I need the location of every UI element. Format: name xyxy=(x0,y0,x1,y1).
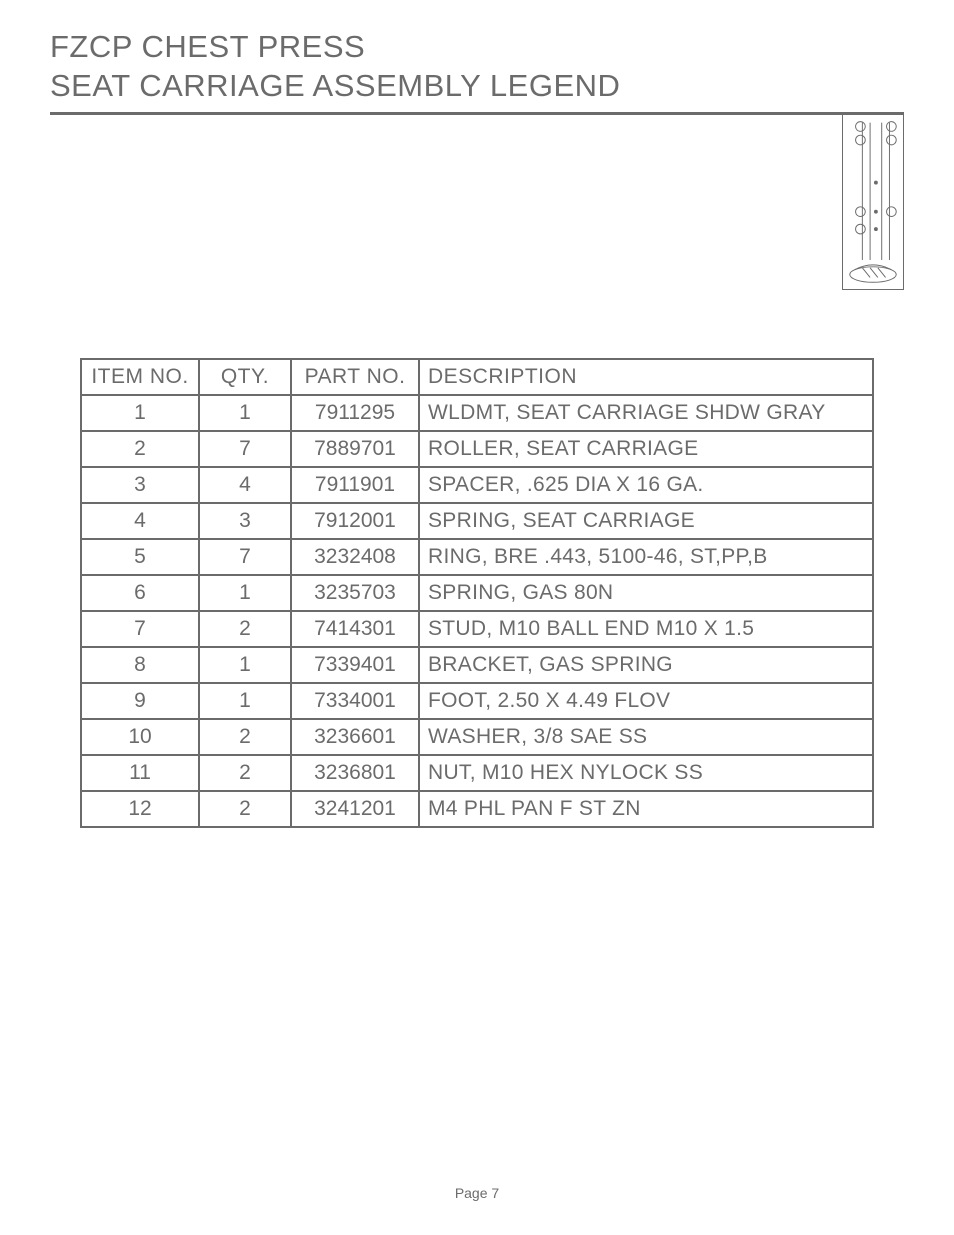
cell-part: 7911901 xyxy=(291,467,419,503)
table-row: 817339401BRACKET, GAS SPRING xyxy=(81,647,873,683)
cell-part: 3241201 xyxy=(291,791,419,827)
cell-desc: SPRING, GAS 80N xyxy=(419,575,873,611)
assembly-diagram-svg xyxy=(843,113,903,289)
cell-desc: NUT, M10 HEX NYLOCK SS xyxy=(419,755,873,791)
table-header-row: ITEM NO. QTY. PART NO. DESCRIPTION xyxy=(81,359,873,395)
cell-item: 2 xyxy=(81,431,199,467)
assembly-diagram xyxy=(842,112,904,290)
cell-qty: 7 xyxy=(199,431,291,467)
table-row: 917334001FOOT, 2.50 X 4.49 FLOV xyxy=(81,683,873,719)
cell-part: 3236801 xyxy=(291,755,419,791)
cell-desc: SPACER, .625 DIA X 16 GA. xyxy=(419,467,873,503)
table-row: 727414301STUD, M10 BALL END M10 X 1.5 xyxy=(81,611,873,647)
cell-item: 1 xyxy=(81,395,199,431)
table-row: 437912001SPRING, SEAT CARRIAGE xyxy=(81,503,873,539)
cell-part: 7334001 xyxy=(291,683,419,719)
cell-desc: RING, BRE .443, 5100-46, ST,PP,B xyxy=(419,539,873,575)
table-row: 1223241201M4 PHL PAN F ST ZN xyxy=(81,791,873,827)
cell-item: 5 xyxy=(81,539,199,575)
cell-qty: 2 xyxy=(199,755,291,791)
cell-part: 7889701 xyxy=(291,431,419,467)
table-row: 347911901SPACER, .625 DIA X 16 GA. xyxy=(81,467,873,503)
title-block: FZCP CHEST PRESS SEAT CARRIAGE ASSEMBLY … xyxy=(50,28,904,115)
cell-qty: 2 xyxy=(199,611,291,647)
cell-qty: 2 xyxy=(199,719,291,755)
col-header-part: PART NO. xyxy=(291,359,419,395)
cell-qty: 3 xyxy=(199,503,291,539)
title-line-2: SEAT CARRIAGE ASSEMBLY LEGEND xyxy=(50,67,904,106)
cell-desc: M4 PHL PAN F ST ZN xyxy=(419,791,873,827)
table-row: 1023236601WASHER, 3/8 SAE SS xyxy=(81,719,873,755)
cell-part: 7339401 xyxy=(291,647,419,683)
cell-part: 7911295 xyxy=(291,395,419,431)
cell-item: 11 xyxy=(81,755,199,791)
parts-table-wrap: ITEM NO. QTY. PART NO. DESCRIPTION 11791… xyxy=(80,358,874,828)
cell-qty: 7 xyxy=(199,539,291,575)
cell-item: 9 xyxy=(81,683,199,719)
cell-part: 7912001 xyxy=(291,503,419,539)
cell-item: 10 xyxy=(81,719,199,755)
cell-item: 3 xyxy=(81,467,199,503)
cell-desc: WASHER, 3/8 SAE SS xyxy=(419,719,873,755)
page-footer: Page 7 xyxy=(0,1185,954,1201)
cell-desc: FOOT, 2.50 X 4.49 FLOV xyxy=(419,683,873,719)
col-header-qty: QTY. xyxy=(199,359,291,395)
col-header-item: ITEM NO. xyxy=(81,359,199,395)
col-header-desc: DESCRIPTION xyxy=(419,359,873,395)
cell-qty: 1 xyxy=(199,683,291,719)
table-row: 277889701ROLLER, SEAT CARRIAGE xyxy=(81,431,873,467)
table-body: 117911295WLDMT, SEAT CARRIAGE SHDW GRAY2… xyxy=(81,395,873,827)
cell-item: 12 xyxy=(81,791,199,827)
table-row: 613235703SPRING, GAS 80N xyxy=(81,575,873,611)
cell-part: 3236601 xyxy=(291,719,419,755)
cell-qty: 1 xyxy=(199,575,291,611)
table-row: 117911295WLDMT, SEAT CARRIAGE SHDW GRAY xyxy=(81,395,873,431)
cell-desc: STUD, M10 BALL END M10 X 1.5 xyxy=(419,611,873,647)
cell-desc: SPRING, SEAT CARRIAGE xyxy=(419,503,873,539)
cell-item: 4 xyxy=(81,503,199,539)
cell-item: 8 xyxy=(81,647,199,683)
cell-desc: WLDMT, SEAT CARRIAGE SHDW GRAY xyxy=(419,395,873,431)
table-row: 1123236801NUT, M10 HEX NYLOCK SS xyxy=(81,755,873,791)
cell-qty: 1 xyxy=(199,395,291,431)
title-line-1: FZCP CHEST PRESS xyxy=(50,28,904,67)
page: FZCP CHEST PRESS SEAT CARRIAGE ASSEMBLY … xyxy=(0,0,954,1235)
cell-qty: 1 xyxy=(199,647,291,683)
cell-qty: 2 xyxy=(199,791,291,827)
cell-item: 6 xyxy=(81,575,199,611)
cell-item: 7 xyxy=(81,611,199,647)
cell-desc: ROLLER, SEAT CARRIAGE xyxy=(419,431,873,467)
cell-desc: BRACKET, GAS SPRING xyxy=(419,647,873,683)
title-rule xyxy=(50,112,904,115)
cell-qty: 4 xyxy=(199,467,291,503)
parts-table: ITEM NO. QTY. PART NO. DESCRIPTION 11791… xyxy=(80,358,874,828)
cell-part: 3235703 xyxy=(291,575,419,611)
table-row: 573232408RING, BRE .443, 5100-46, ST,PP,… xyxy=(81,539,873,575)
cell-part: 7414301 xyxy=(291,611,419,647)
cell-part: 3232408 xyxy=(291,539,419,575)
